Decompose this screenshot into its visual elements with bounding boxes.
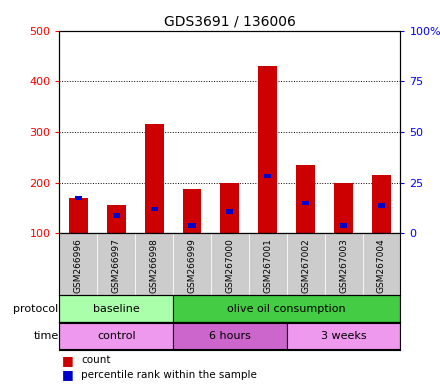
Bar <box>220 183 239 233</box>
Bar <box>334 183 353 233</box>
Bar <box>113 213 120 218</box>
FancyBboxPatch shape <box>173 233 211 295</box>
Bar <box>75 195 82 200</box>
FancyBboxPatch shape <box>287 233 325 295</box>
Text: baseline: baseline <box>93 303 139 313</box>
FancyBboxPatch shape <box>287 323 400 349</box>
FancyBboxPatch shape <box>363 233 400 295</box>
FancyBboxPatch shape <box>173 323 287 349</box>
Bar <box>69 198 88 233</box>
Text: GSM266998: GSM266998 <box>150 238 159 293</box>
Bar <box>378 203 385 208</box>
Bar <box>145 124 164 233</box>
Text: time: time <box>33 331 59 341</box>
Text: GSM267003: GSM267003 <box>339 238 348 293</box>
FancyBboxPatch shape <box>173 295 400 322</box>
Bar <box>296 165 315 233</box>
Bar <box>150 207 158 211</box>
Bar <box>264 174 271 178</box>
Text: ■: ■ <box>62 368 73 381</box>
FancyBboxPatch shape <box>59 295 173 322</box>
FancyBboxPatch shape <box>59 323 173 349</box>
Bar <box>258 66 277 233</box>
Text: olive oil consumption: olive oil consumption <box>227 303 346 313</box>
Title: GDS3691 / 136006: GDS3691 / 136006 <box>164 14 296 28</box>
Text: 3 weeks: 3 weeks <box>321 331 367 341</box>
Bar <box>188 223 196 228</box>
Text: ■: ■ <box>62 354 73 367</box>
FancyBboxPatch shape <box>135 233 173 295</box>
Text: GSM266996: GSM266996 <box>74 238 83 293</box>
FancyBboxPatch shape <box>59 233 97 295</box>
FancyBboxPatch shape <box>97 233 135 295</box>
Text: percentile rank within the sample: percentile rank within the sample <box>81 370 257 380</box>
FancyBboxPatch shape <box>249 233 287 295</box>
Bar <box>372 175 391 233</box>
FancyBboxPatch shape <box>325 233 363 295</box>
Bar <box>107 205 126 233</box>
Text: GSM267004: GSM267004 <box>377 238 386 293</box>
Bar <box>302 200 309 205</box>
Text: GSM267000: GSM267000 <box>225 238 235 293</box>
Text: GSM266997: GSM266997 <box>112 238 121 293</box>
Text: control: control <box>97 331 136 341</box>
Text: protocol: protocol <box>13 303 59 313</box>
Text: GSM266999: GSM266999 <box>187 238 197 293</box>
Text: 6 hours: 6 hours <box>209 331 251 341</box>
Bar <box>340 223 347 228</box>
Text: count: count <box>81 356 111 366</box>
Text: GSM267001: GSM267001 <box>263 238 272 293</box>
Text: GSM267002: GSM267002 <box>301 238 310 293</box>
Bar <box>226 209 234 214</box>
FancyBboxPatch shape <box>211 233 249 295</box>
Bar <box>183 189 202 233</box>
